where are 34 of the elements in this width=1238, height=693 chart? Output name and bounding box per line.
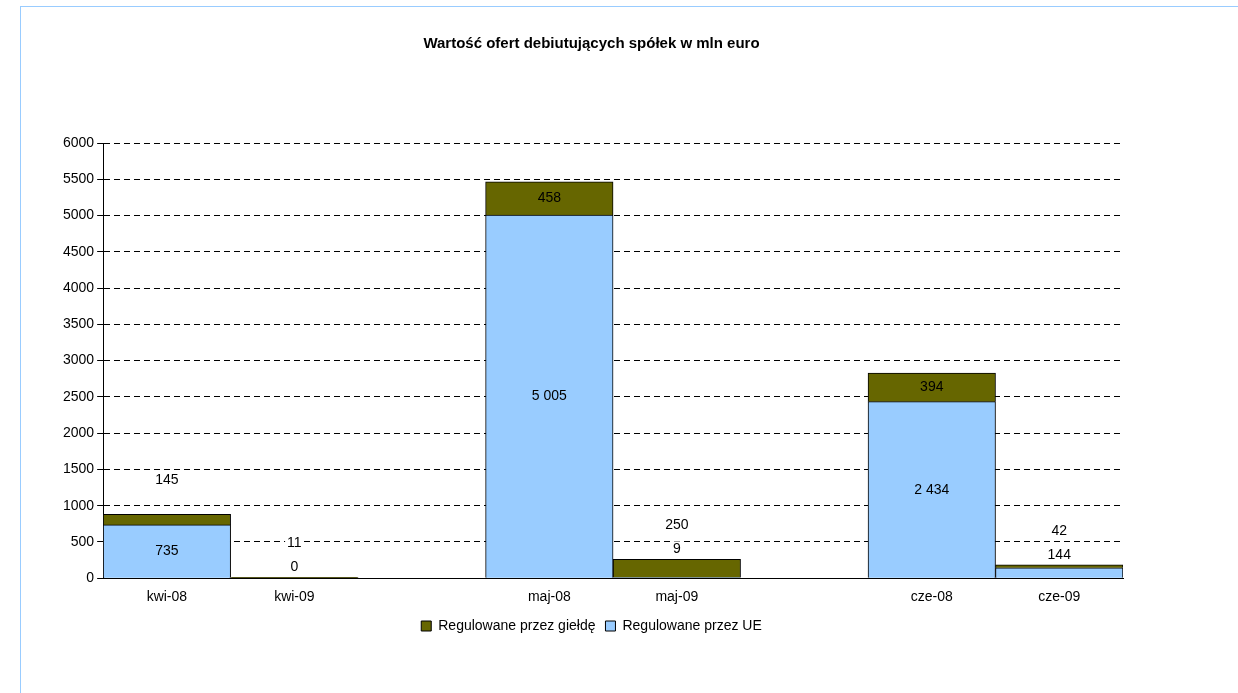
- y-tick-label: 3000: [62, 351, 95, 368]
- data-label: 145: [155, 471, 179, 488]
- y-tick-label: 2000: [62, 423, 95, 440]
- x-tick-label: cze-09: [1038, 588, 1081, 605]
- data-label: 5 005: [531, 387, 568, 404]
- y-tick-label: 4000: [62, 278, 95, 295]
- chart-title: Wartość ofert debiutujących spółek w mln euro: [423, 34, 760, 52]
- y-tick-label: 500: [70, 532, 95, 549]
- x-tick-label: maj-09: [655, 588, 699, 605]
- data-label: 9: [672, 540, 681, 557]
- data-label: 11: [287, 534, 302, 551]
- x-tick-label: kwi-09: [274, 588, 315, 605]
- y-tick-label: 1500: [62, 460, 95, 477]
- y-tick-label: 4500: [62, 242, 95, 259]
- y-tick-label: 2500: [62, 387, 95, 404]
- data-label: 458: [537, 189, 562, 206]
- legend-label: Regulowane przez UE: [622, 616, 762, 633]
- data-label: 394: [920, 378, 944, 395]
- y-tick-label: 0: [86, 569, 95, 586]
- x-tick-label: maj-08: [527, 588, 571, 605]
- data-label: 2 434: [914, 480, 950, 497]
- data-label: 250: [665, 516, 689, 533]
- x-tick-label: cze-08: [910, 588, 953, 605]
- y-tick-label: 5000: [62, 206, 95, 223]
- y-tick-label: 1000: [62, 496, 95, 513]
- data-label: 42: [1051, 521, 1068, 538]
- data-label: 0: [290, 558, 299, 575]
- y-tick-label: 5500: [62, 170, 95, 187]
- y-tick-label: 3500: [62, 315, 95, 332]
- data-label: 735: [155, 542, 179, 559]
- y-tick-label: 6000: [62, 133, 95, 150]
- legend-label: Regulowane przez giełdę: [438, 616, 596, 633]
- data-label: 144: [1047, 545, 1072, 562]
- x-tick-label: kwi-08: [146, 588, 188, 605]
